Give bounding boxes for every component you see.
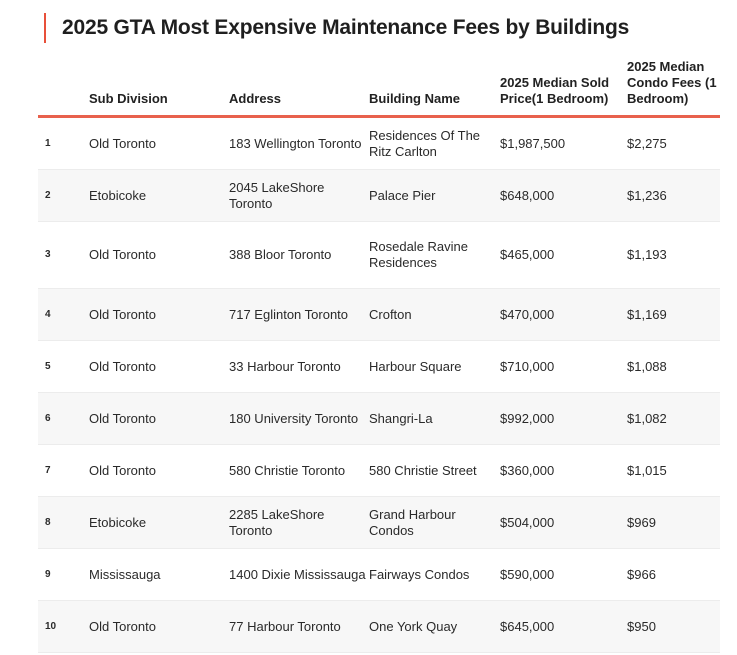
building-cell: 580 Christie Street xyxy=(369,462,477,478)
address-cell: 183 Wellington Toronto xyxy=(229,135,362,151)
price-cell: $590,000 xyxy=(500,566,555,582)
header-address: Address xyxy=(229,91,282,106)
table-row: 5 Old Toronto 33 Harbour Toronto Harbour… xyxy=(38,341,720,393)
sub-division-cell: Old Toronto xyxy=(89,410,156,426)
address-cell: 580 Christie Toronto xyxy=(229,462,346,478)
table-row: 6 Old Toronto 180 University Toronto Sha… xyxy=(38,392,720,445)
fees-cell: $2,275 xyxy=(627,135,667,151)
fees-cell: $1,088 xyxy=(627,358,667,374)
address-cell: 717 Eglinton Toronto xyxy=(229,306,349,322)
table-row: 9 Mississauga 1400 Dixie Mississauga Fai… xyxy=(38,549,720,601)
header-rank xyxy=(38,58,89,117)
title-block: 2025 GTA Most Expensive Maintenance Fees… xyxy=(44,12,629,44)
rank-cell: 4 xyxy=(45,308,51,320)
address-cell: 33 Harbour Toronto xyxy=(229,358,341,374)
rank-cell: 6 xyxy=(45,412,51,424)
rank-cell: 9 xyxy=(45,568,51,580)
rank-cell: 1 xyxy=(45,137,51,149)
building-cell: Residences Of The Ritz Carlton xyxy=(369,127,481,159)
header-building-name: Building Name xyxy=(369,91,461,106)
table-row: 7 Old Toronto 580 Christie Toronto 580 C… xyxy=(38,445,720,497)
table-row: 2 Etobicoke 2045 LakeShore Toronto Palac… xyxy=(38,169,720,222)
address-cell: 1400 Dixie Mississauga xyxy=(229,566,366,582)
fees-cell: $1,169 xyxy=(627,306,667,322)
rank-cell: 5 xyxy=(45,360,51,372)
fees-cell: $969 xyxy=(627,514,656,530)
title-accent-bar xyxy=(44,13,46,43)
fees-cell: $1,193 xyxy=(627,247,667,262)
rank-cell: 7 xyxy=(45,464,51,476)
table-row: 3 Old Toronto 388 Bloor Toronto Rosedale… xyxy=(38,222,720,289)
rank-cell: 2 xyxy=(45,189,51,201)
building-cell: Crofton xyxy=(369,306,412,322)
building-cell: Palace Pier xyxy=(369,187,436,203)
address-cell: 2045 LakeShore Toronto xyxy=(229,179,325,211)
address-cell: 180 University Toronto xyxy=(229,410,359,426)
building-cell: Fairways Condos xyxy=(369,566,470,582)
price-cell: $504,000 xyxy=(500,514,555,530)
price-cell: $645,000 xyxy=(500,618,555,634)
address-cell: 388 Bloor Toronto xyxy=(229,247,332,262)
rank-cell: 3 xyxy=(45,249,51,260)
sub-division-cell: Old Toronto xyxy=(89,247,156,262)
header-sub-division: Sub Division xyxy=(89,91,168,106)
fees-cell: $950 xyxy=(627,618,656,634)
sub-division-cell: Mississauga xyxy=(89,566,161,582)
table-row: 8 Etobicoke 2285 LakeShore Toronto Grand… xyxy=(38,496,720,549)
fees-table: Sub Division Address Building Name 2025 … xyxy=(38,58,720,653)
building-cell: One York Quay xyxy=(369,618,458,634)
sub-division-cell: Etobicoke xyxy=(89,514,147,530)
header-median-price: 2025 Median Sold Price(1 Bedroom) xyxy=(500,75,610,106)
price-cell: $710,000 xyxy=(500,358,555,374)
price-cell: $1,987,500 xyxy=(500,135,566,151)
price-cell: $465,000 xyxy=(500,247,555,262)
rank-cell: 8 xyxy=(45,516,51,528)
building-cell: Rosedale Ravine Residences xyxy=(369,239,469,270)
price-cell: $992,000 xyxy=(500,410,555,426)
sub-division-cell: Etobicoke xyxy=(89,187,147,203)
sub-division-cell: Old Toronto xyxy=(89,135,156,151)
sub-division-cell: Old Toronto xyxy=(89,618,156,634)
header-median-fees: 2025 Median Condo Fees (1 Bedroom) xyxy=(627,59,717,106)
address-cell: 77 Harbour Toronto xyxy=(229,618,341,634)
fees-cell: $966 xyxy=(627,566,656,582)
price-cell: $470,000 xyxy=(500,306,555,322)
sub-division-cell: Old Toronto xyxy=(89,306,156,322)
address-cell: 2285 LakeShore Toronto xyxy=(229,506,325,538)
price-cell: $360,000 xyxy=(500,462,555,478)
fees-cell: $1,082 xyxy=(627,410,667,426)
fees-cell: $1,015 xyxy=(627,462,667,478)
page-title: 2025 GTA Most Expensive Maintenance Fees… xyxy=(62,16,630,39)
table-row: 1 Old Toronto 183 Wellington Toronto Res… xyxy=(38,117,720,170)
building-cell: Grand Harbour Condos xyxy=(369,506,456,538)
price-cell: $648,000 xyxy=(500,187,555,203)
building-cell: Shangri-La xyxy=(369,410,433,426)
table-row: 10 Old Toronto 77 Harbour Toronto One Yo… xyxy=(38,600,720,653)
table-row: 4 Old Toronto 717 Eglinton Toronto Croft… xyxy=(38,288,720,341)
rank-cell: 10 xyxy=(45,620,57,632)
fees-cell: $1,236 xyxy=(627,187,667,203)
sub-division-cell: Old Toronto xyxy=(89,358,156,374)
building-cell: Harbour Square xyxy=(369,358,462,374)
sub-division-cell: Old Toronto xyxy=(89,462,156,478)
table-header-row: Sub Division Address Building Name 2025 … xyxy=(38,58,720,117)
